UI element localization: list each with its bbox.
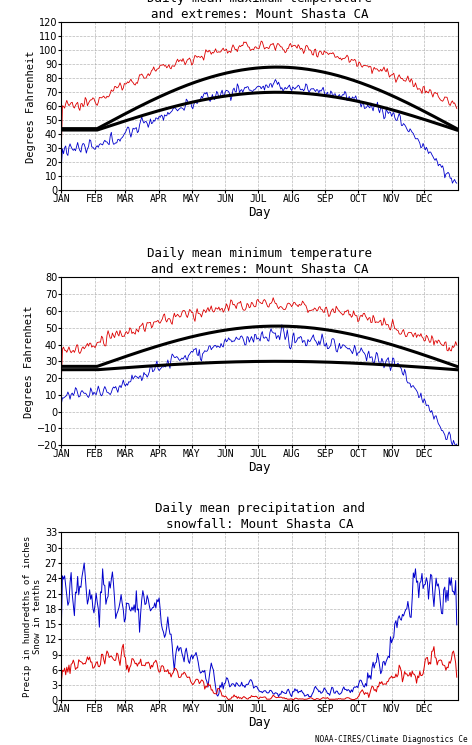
- Text: NOAA-CIRES/Climate Diagnostics Ce: NOAA-CIRES/Climate Diagnostics Ce: [315, 735, 467, 744]
- Title: Daily mean maximum temperature
and extremes: Mount Shasta CA: Daily mean maximum temperature and extre…: [147, 0, 372, 21]
- Title: Daily mean minimum temperature
and extremes: Mount Shasta CA: Daily mean minimum temperature and extre…: [147, 247, 372, 276]
- X-axis label: Day: Day: [248, 461, 271, 474]
- Y-axis label: Degrees Fahrenheit: Degrees Fahrenheit: [26, 50, 36, 162]
- X-axis label: Day: Day: [248, 206, 271, 219]
- Title: Daily mean precipitation and
snowfall: Mount Shasta CA: Daily mean precipitation and snowfall: M…: [155, 502, 364, 531]
- Y-axis label: Precip in hundredths of inches
Snow in tenths: Precip in hundredths of inches Snow in t…: [23, 536, 42, 697]
- Y-axis label: Degrees Fahrenheit: Degrees Fahrenheit: [24, 305, 34, 418]
- X-axis label: Day: Day: [248, 716, 271, 729]
